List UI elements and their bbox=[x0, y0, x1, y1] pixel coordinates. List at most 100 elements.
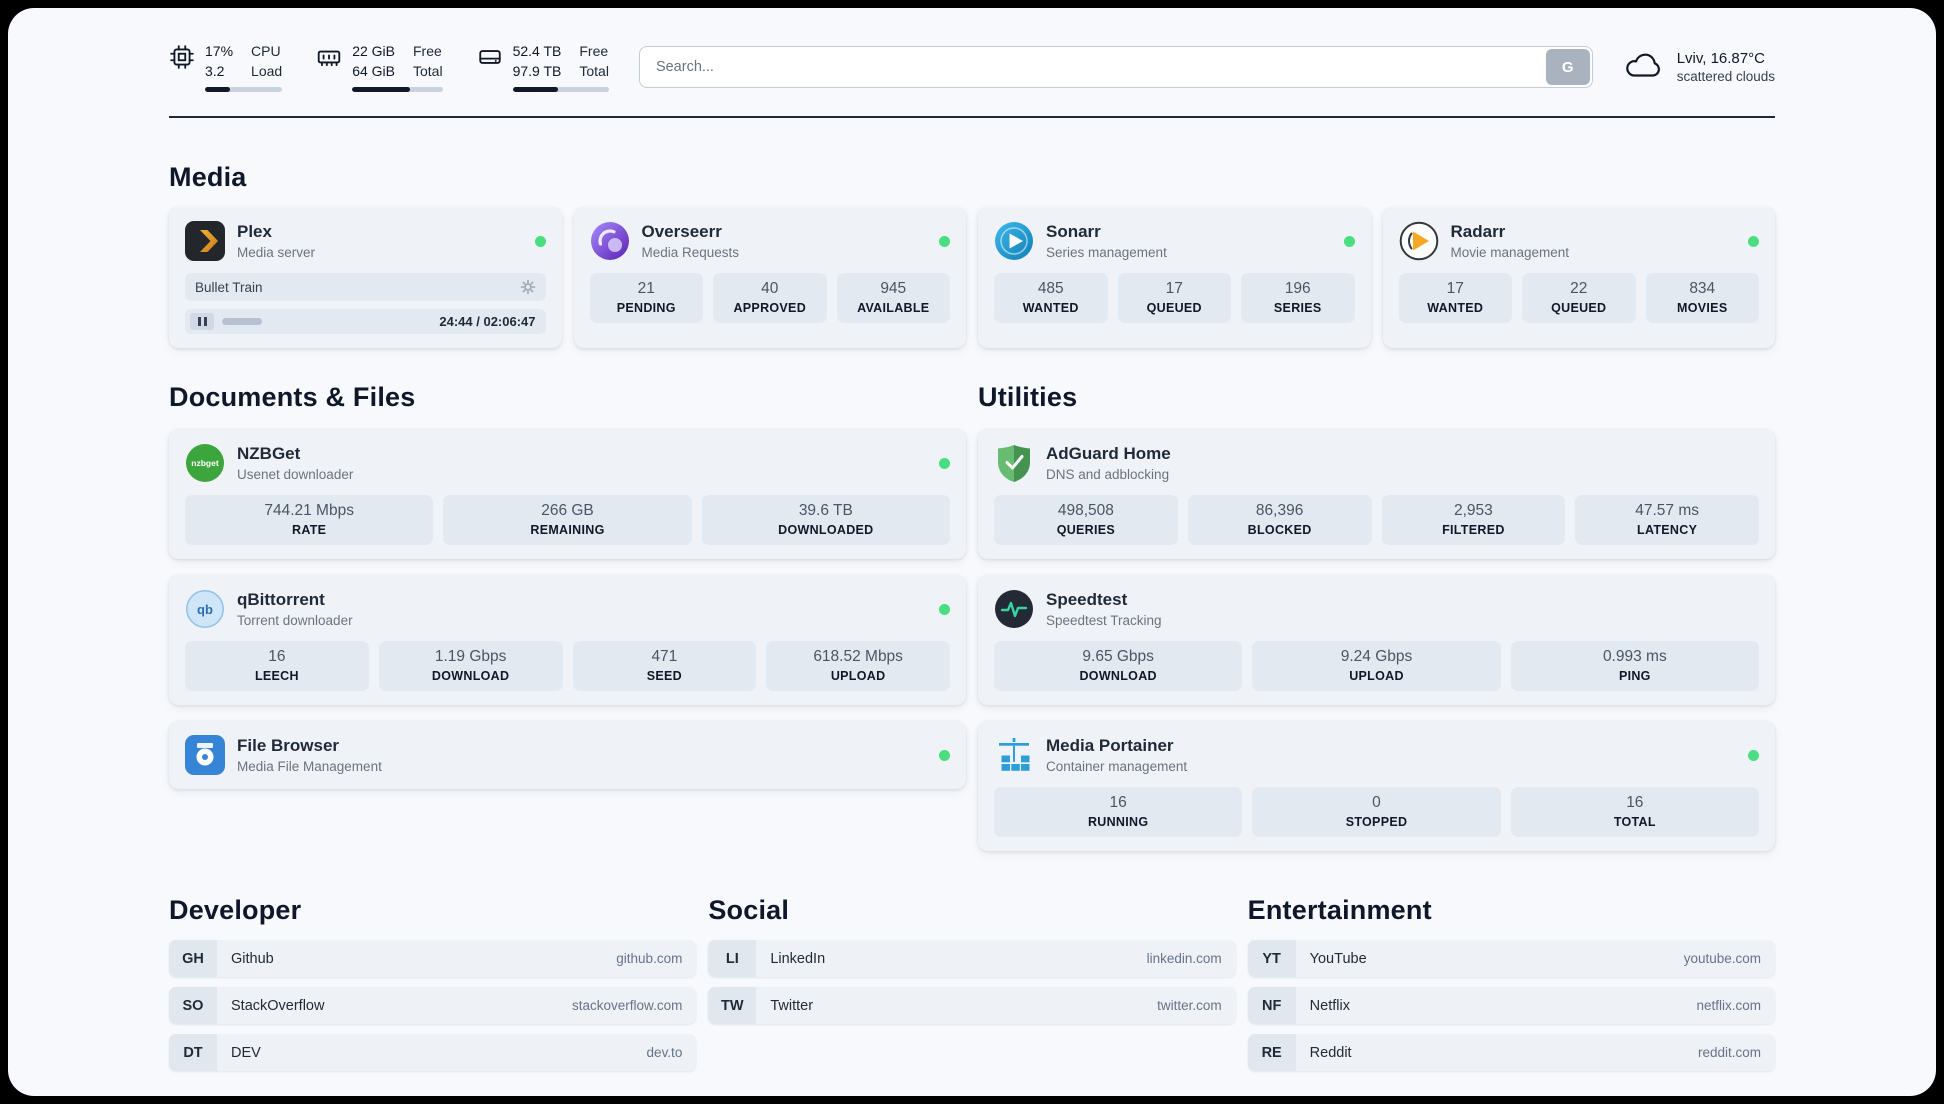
portainer-icon bbox=[994, 735, 1034, 775]
seek-progress bbox=[222, 318, 262, 326]
overseerr-icon bbox=[590, 221, 630, 261]
weather-condition: scattered clouds bbox=[1676, 69, 1775, 85]
bookmark-abbr: NF bbox=[1247, 987, 1296, 1025]
section-title-documents: Documents & Files bbox=[169, 382, 416, 413]
service-name: Plex bbox=[237, 222, 272, 242]
section-developer: Developer GH Github github.com SO StackO… bbox=[169, 895, 697, 1072]
ram-icon bbox=[316, 44, 342, 75]
disk-monitor: 52.4 TB 97.9 TB Free Total bbox=[477, 42, 609, 93]
stat-running: 16 RUNNING bbox=[994, 787, 1243, 838]
ram-total-label: Total bbox=[413, 63, 443, 80]
cloud-icon bbox=[1623, 49, 1665, 86]
bookmark-github[interactable]: GH Github github.com bbox=[169, 940, 697, 978]
playback-time: 24:44 / 02:06:47 bbox=[439, 314, 536, 330]
bookmark-netflix[interactable]: NF Netflix netflix.com bbox=[1247, 987, 1775, 1025]
bookmark-url: youtube.com bbox=[1683, 951, 1761, 967]
stat-seed: 471 SEED bbox=[572, 641, 757, 692]
stat-queued: 22 QUEUED bbox=[1522, 273, 1636, 324]
stat-latency: 47.57 ms LATENCY bbox=[1575, 495, 1759, 546]
service-subtitle: Series management bbox=[1046, 245, 1167, 261]
filebrowser-icon bbox=[185, 735, 225, 776]
bookmark-url: linkedin.com bbox=[1146, 951, 1222, 967]
service-card-portainer[interactable]: Media Portainer Container management 16 … bbox=[978, 721, 1775, 852]
bookmark-name: DEV bbox=[231, 1044, 261, 1061]
section-title-utilities: Utilities bbox=[978, 382, 1078, 413]
bookmark-linkedin[interactable]: LI LinkedIn linkedin.com bbox=[708, 940, 1236, 978]
service-name: AdGuard Home bbox=[1046, 444, 1171, 464]
cpu-progress-track bbox=[205, 87, 283, 93]
service-card-overseerr[interactable]: Overseerr Media Requests 21 PENDING 40 A… bbox=[573, 207, 966, 349]
sonarr-icon bbox=[994, 221, 1034, 261]
stat-queries: 498,508 QUERIES bbox=[994, 495, 1178, 546]
service-subtitle: Usenet downloader bbox=[237, 467, 354, 483]
seek-bar[interactable] bbox=[222, 318, 431, 326]
cpu-label: CPU bbox=[251, 43, 281, 59]
ram-total-value: 64 GiB bbox=[352, 63, 395, 80]
bookmark-dev[interactable]: DT DEV dev.to bbox=[169, 1034, 697, 1072]
bookmark-name: Twitter bbox=[770, 997, 814, 1014]
service-name: qBittorrent bbox=[237, 590, 325, 610]
service-name: Media Portainer bbox=[1046, 736, 1174, 756]
service-subtitle: Torrent downloader bbox=[237, 613, 353, 629]
section-title-media: Media bbox=[169, 162, 247, 193]
service-name: File Browser bbox=[237, 736, 340, 756]
cpu-monitor: 17% 3.2 CPU Load bbox=[169, 42, 283, 93]
section-social: Social LI LinkedIn linkedin.com TW Twitt… bbox=[708, 895, 1236, 1025]
stat-download: 1.19 Gbps DOWNLOAD bbox=[378, 641, 563, 692]
cpu-load-value: 3.2 bbox=[205, 63, 225, 80]
adguard-icon bbox=[994, 443, 1034, 483]
qbittorrent-icon: qb bbox=[185, 589, 225, 629]
resource-monitors: 17% 3.2 CPU Load bbox=[169, 42, 609, 93]
bookmark-name: Github bbox=[231, 950, 274, 967]
service-subtitle: Media File Management bbox=[237, 759, 382, 775]
service-name: NZBGet bbox=[237, 444, 301, 464]
service-card-sonarr[interactable]: Sonarr Series management 485 WANTED 17 Q… bbox=[978, 207, 1371, 349]
cpu-load-label: Load bbox=[251, 63, 283, 80]
bookmark-abbr: YT bbox=[1247, 940, 1296, 978]
section-utilities: Utilities bbox=[978, 382, 1775, 852]
bookmark-abbr: LI bbox=[708, 940, 757, 978]
bookmark-abbr: SO bbox=[169, 987, 217, 1025]
bookmark-twitter[interactable]: TW Twitter twitter.com bbox=[708, 987, 1236, 1025]
cpu-progress-fill bbox=[205, 87, 230, 93]
bookmark-name: Netflix bbox=[1309, 997, 1350, 1014]
search-bar: G bbox=[638, 46, 1593, 89]
bookmark-url: dev.to bbox=[646, 1045, 683, 1061]
service-card-plex[interactable]: Plex Media server Bullet Train bbox=[169, 207, 562, 349]
bookmark-youtube[interactable]: YT YouTube youtube.com bbox=[1247, 940, 1775, 978]
bookmark-url: stackoverflow.com bbox=[572, 998, 683, 1014]
service-card-qbittorrent[interactable]: qb qBittorrent Torrent downloader bbox=[169, 575, 966, 706]
status-dot-online bbox=[939, 603, 950, 615]
stat-remaining: 266 GB REMAINING bbox=[443, 495, 692, 546]
service-card-filebrowser[interactable]: File Browser Media File Management bbox=[169, 721, 966, 790]
disk-progress-track bbox=[512, 87, 609, 93]
search-input[interactable] bbox=[638, 46, 1593, 89]
status-dot-online bbox=[939, 235, 950, 247]
header-divider bbox=[169, 116, 1775, 119]
stat-download: 9.65 Gbps DOWNLOAD bbox=[994, 641, 1243, 692]
stat-wanted: 17 WANTED bbox=[1398, 273, 1512, 324]
weather-location: Lviv, 16.87°C bbox=[1676, 50, 1765, 68]
search-engine-button[interactable]: G bbox=[1545, 49, 1590, 86]
status-dot-online bbox=[1748, 749, 1759, 761]
service-card-radarr[interactable]: Radarr Movie management 17 WANTED 22 QUE… bbox=[1382, 207, 1775, 349]
stat-leech: 16 LEECH bbox=[185, 641, 369, 692]
svg-text:nzbget: nzbget bbox=[191, 458, 219, 468]
bookmark-stackoverflow[interactable]: SO StackOverflow stackoverflow.com bbox=[169, 987, 697, 1025]
service-card-nzbget[interactable]: nzbget NZBGet Usenet downloader 74 bbox=[169, 429, 966, 560]
pause-button[interactable] bbox=[190, 313, 214, 331]
ram-monitor: 22 GiB 64 GiB Free Total bbox=[316, 42, 443, 93]
disk-total-label: Total bbox=[579, 63, 609, 80]
section-title-entertainment: Entertainment bbox=[1247, 895, 1432, 926]
speedtest-icon bbox=[994, 589, 1034, 629]
status-dot-online bbox=[939, 457, 950, 469]
gear-icon[interactable] bbox=[520, 279, 536, 295]
bookmark-abbr: GH bbox=[169, 940, 217, 978]
service-card-adguard[interactable]: AdGuard Home DNS and adblocking 498,508 … bbox=[978, 429, 1775, 560]
bookmark-abbr: TW bbox=[708, 987, 757, 1025]
stat-pending: 21 PENDING bbox=[589, 273, 703, 324]
service-card-speedtest[interactable]: Speedtest Speedtest Tracking 9.65 Gbps D… bbox=[978, 575, 1775, 706]
bookmark-reddit[interactable]: RE Reddit reddit.com bbox=[1247, 1034, 1775, 1072]
bookmark-name: LinkedIn bbox=[770, 950, 826, 967]
stat-rate: 744.21 Mbps RATE bbox=[185, 495, 434, 546]
